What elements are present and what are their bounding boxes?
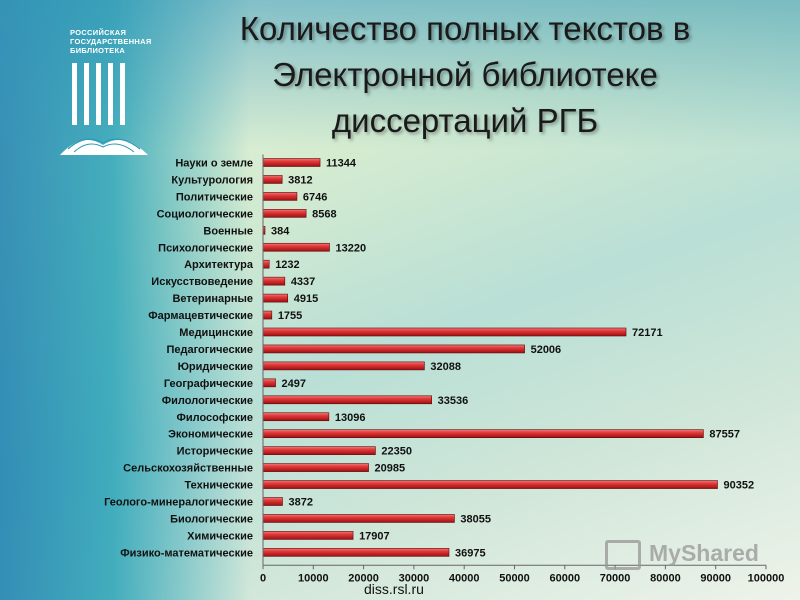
data-label: 1755 xyxy=(278,310,302,322)
data-label: 3872 xyxy=(288,497,312,509)
bar xyxy=(262,395,432,405)
category-label: Культурология xyxy=(171,174,253,186)
bar xyxy=(262,344,525,354)
category-label: Физико-математические xyxy=(120,547,253,559)
category-label: Философские xyxy=(176,412,253,424)
category-label: Геолого-минералогические xyxy=(104,497,253,509)
data-label: 11344 xyxy=(326,158,357,170)
presentation-board-icon xyxy=(605,540,641,570)
data-label: 2497 xyxy=(282,378,306,390)
category-label: Политические xyxy=(176,191,253,203)
data-label: 1232 xyxy=(275,259,299,271)
category-label: Искусствоведение xyxy=(151,276,253,288)
title-line-1: Количество полных текстов в xyxy=(239,10,691,47)
category-label: Военные xyxy=(203,225,253,237)
category-label: Ветеринарные xyxy=(172,293,253,305)
bar xyxy=(262,497,283,506)
data-label: 384 xyxy=(271,225,290,237)
logo-text-line-3: БИБЛИОТЕКА xyxy=(70,46,126,55)
x-tick-label: 40000 xyxy=(449,572,480,584)
category-label: Химические xyxy=(187,530,253,542)
x-axis: 0 10000 20000 30000 40000 50000 60000 70000 8000… xyxy=(260,154,785,584)
bar xyxy=(262,412,330,422)
x-tick-label: 90000 xyxy=(700,572,731,584)
data-label: 8568 xyxy=(312,208,336,220)
bar xyxy=(262,531,354,540)
bar xyxy=(262,175,283,184)
category-label: Медицинские xyxy=(179,327,253,339)
data-label: 4915 xyxy=(294,293,318,305)
bar xyxy=(262,378,276,388)
data-label: 33536 xyxy=(438,395,469,407)
data-label: 87557 xyxy=(709,429,740,441)
data-label: 22350 xyxy=(381,446,412,458)
library-logo: РОССИЙСКАЯ ГОСУДАРСТВЕННАЯ БИБЛИОТЕКА xyxy=(58,28,152,160)
data-label: 13096 xyxy=(335,412,366,424)
x-tick-label: 70000 xyxy=(600,572,631,584)
category-label: Филологические xyxy=(162,395,253,407)
data-label: 3812 xyxy=(288,174,312,186)
category-label: Сельскохозяйственные xyxy=(123,463,253,475)
category-label: Психологические xyxy=(158,242,253,254)
bar xyxy=(262,548,450,557)
bar xyxy=(262,327,627,337)
category-label: Биологические xyxy=(170,513,253,525)
watermark: MyShared xyxy=(605,538,765,572)
data-label: 38055 xyxy=(460,513,491,525)
x-tick-label: 20000 xyxy=(348,572,379,584)
logo-text-line-1: РОССИЙСКАЯ xyxy=(70,28,127,37)
bar xyxy=(262,514,455,523)
x-tick-label: 60000 xyxy=(550,572,581,584)
title-line-2: Электронной библиотеке xyxy=(272,56,658,93)
bar xyxy=(262,293,289,303)
library-columns-book-icon xyxy=(60,63,148,155)
bar xyxy=(262,429,704,439)
bar xyxy=(262,480,718,489)
category-label: Исторические xyxy=(177,446,253,458)
bar xyxy=(262,242,330,252)
watermark-text: MyShared xyxy=(649,540,759,566)
x-tick-label: 100000 xyxy=(748,572,785,584)
page-title: Количество полных текстов в Электронной … xyxy=(170,6,760,144)
category-label: Географические xyxy=(164,378,253,390)
category-label: Науки о земле xyxy=(175,158,253,170)
category-label: Экономические xyxy=(168,429,253,441)
bar xyxy=(262,209,307,218)
bar xyxy=(262,463,369,472)
data-label: 90352 xyxy=(723,480,754,492)
bar xyxy=(262,310,273,320)
logo-text-line-2: ГОСУДАРСТВЕННАЯ xyxy=(70,37,152,46)
category-label: Педагогические xyxy=(167,344,254,356)
category-label: Социологические xyxy=(157,208,253,220)
bar xyxy=(262,276,286,286)
bar xyxy=(262,192,298,201)
data-label: 36975 xyxy=(455,547,486,559)
data-label: 32088 xyxy=(430,361,461,373)
category-label: Архитектура xyxy=(184,259,254,271)
category-label: Технические xyxy=(184,480,253,492)
x-tick-label: 0 xyxy=(260,572,266,584)
category-label: Фармацевтические xyxy=(148,310,253,322)
data-label: 20985 xyxy=(375,463,406,475)
x-tick-label: 10000 xyxy=(298,572,329,584)
data-label: 13220 xyxy=(335,242,366,254)
background-top-glow xyxy=(0,0,800,150)
source-url: diss.rsl.ru xyxy=(364,581,424,597)
data-label: 4337 xyxy=(291,276,315,288)
x-tick-label: 30000 xyxy=(399,572,430,584)
bar xyxy=(262,158,321,167)
category-label: Юридические xyxy=(178,361,253,373)
data-label: 6746 xyxy=(303,191,327,203)
data-label: 52006 xyxy=(531,344,562,356)
data-label: 72171 xyxy=(632,327,663,339)
title-line-3: диссертаций РГБ xyxy=(331,102,599,139)
bar xyxy=(262,361,425,371)
x-tick-label: 80000 xyxy=(650,572,681,584)
x-tick-label: 50000 xyxy=(499,572,530,584)
bar xyxy=(262,259,270,269)
data-label: 17907 xyxy=(359,530,390,542)
bars-group: Науки о земле 11344 Культурология 3812 Полит… xyxy=(104,158,754,560)
bar xyxy=(262,446,376,455)
